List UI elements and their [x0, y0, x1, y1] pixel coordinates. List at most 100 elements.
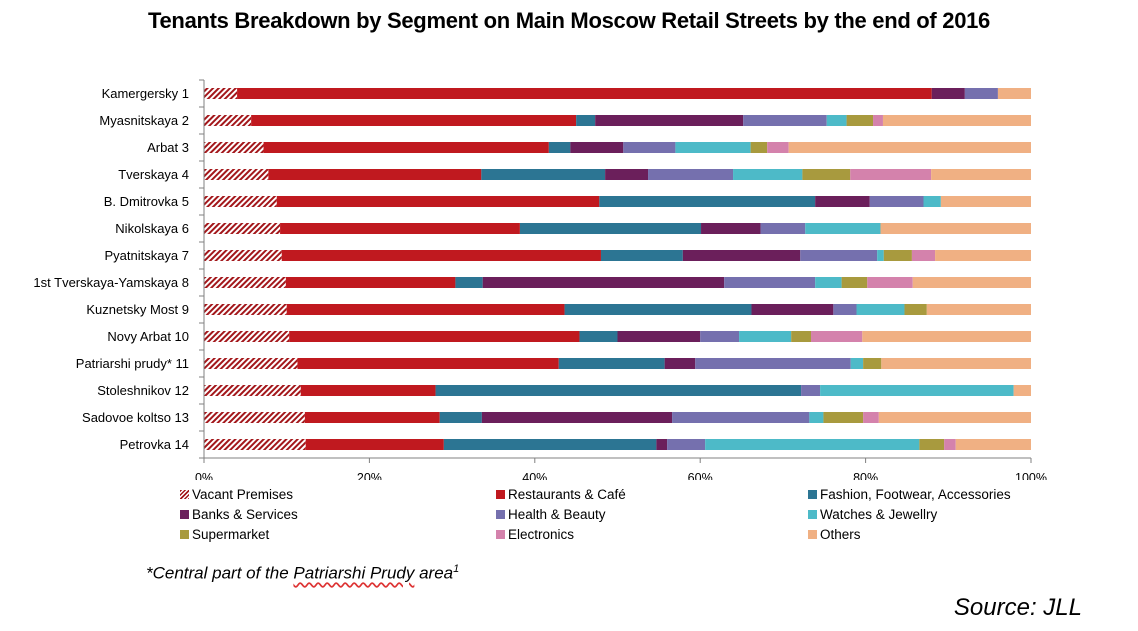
legend-swatch	[808, 530, 817, 539]
category-label-1st-tverskaya-yamskaya-8: 1st Tverskaya-Yamskaya 8	[33, 275, 189, 290]
footnote-suffix: area	[414, 563, 454, 583]
bar-segment-electronics-pyatnitskaya-7	[911, 250, 936, 261]
bar-segment-electronics-novy-arbat-10	[811, 331, 863, 342]
stacked-bar-chart: Kamergersky 1 Myasnitskaya 2 Arbat 3 Tversk…	[33, 79, 1047, 480]
category-label-kuznetsky-most-9: Kuznetsky Most 9	[86, 302, 189, 317]
bar-segment-restaurants-caf-kuznetsky-most-9	[286, 304, 565, 315]
bar-segment-vacant-premises-arbat-3	[204, 142, 264, 153]
category-label-arbat-3: Arbat 3	[147, 140, 189, 155]
legend-label: Health & Beauty	[508, 507, 606, 522]
legend-label: Restaurants & Café	[508, 487, 626, 502]
bar-segment-watches-jewellry-pyatnitskaya-7	[877, 250, 884, 261]
legend-label: Watches & Jewellry	[820, 507, 938, 522]
bar-segment-restaurants-caf-petrovka-14	[305, 439, 444, 450]
bar-segment-vacant-premises-novy-arbat-10	[204, 331, 290, 342]
category-label-stoleshnikov-12: Stoleshnikov 12	[97, 383, 189, 398]
bar-segment-electronics-petrovka-14	[944, 439, 956, 450]
bar-segment-supermarket-arbat-3	[750, 142, 768, 153]
footnote-underlined-text: Patriarshi Prudy	[293, 563, 415, 583]
bar-segment-supermarket-petrovka-14	[919, 439, 945, 450]
bar-segment-health-beauty-1st-tverskaya-yamskaya-8	[724, 277, 816, 288]
x-tick-label: 100%	[1015, 471, 1047, 480]
footnote-prefix: *Central part of the	[146, 563, 294, 583]
bar-segment-vacant-premises-tverskaya-4	[204, 169, 269, 180]
category-label-novy-arbat-10: Novy Arbat 10	[107, 329, 189, 344]
bar-segment-vacant-premises-b-dmitrovka-5	[204, 196, 277, 207]
legend-label: Others	[820, 527, 861, 542]
bar-segment-others-kuznetsky-most-9	[926, 304, 1031, 315]
bar-segment-others-stoleshnikov-12	[1013, 385, 1031, 396]
bar-segment-supermarket-tverskaya-4	[802, 169, 851, 180]
bar-segment-vacant-premises-sadovoe-koltso-13	[204, 412, 305, 423]
bar-segment-electronics-myasnitskaya-2	[873, 115, 883, 126]
bar-segment-banks-services-kuznetsky-most-9	[751, 304, 834, 315]
legend-item-restaurants-caf: Restaurants & Café	[496, 487, 626, 502]
bar-segment-others-tverskaya-4	[931, 169, 1031, 180]
bar-segment-watches-jewellry-arbat-3	[675, 142, 751, 153]
axes-layer: Kamergersky 1 Myasnitskaya 2 Arbat 3 Tversk…	[33, 79, 1047, 480]
bar-segment-health-beauty-arbat-3	[623, 142, 676, 153]
bar-segment-watches-jewellry-kuznetsky-most-9	[856, 304, 905, 315]
bar-segment-others-patriarshi-prudy-11	[881, 358, 1031, 369]
bar-segment-banks-services-pyatnitskaya-7	[682, 250, 801, 261]
x-tick-label: 80%	[853, 471, 878, 480]
bar-segment-supermarket-pyatnitskaya-7	[883, 250, 912, 261]
source-note: Source: JLL	[953, 594, 1082, 621]
bar-segment-restaurants-caf-nikolskaya-6	[280, 223, 520, 234]
bar-segment-supermarket-kuznetsky-most-9	[904, 304, 927, 315]
legend-swatch	[180, 490, 189, 499]
bar-segment-restaurants-caf-stoleshnikov-12	[300, 385, 436, 396]
bar-segment-vacant-premises-kamergersky-1	[204, 88, 238, 99]
bar-segment-fashion-footwear-accessories-arbat-3	[548, 142, 571, 153]
bar-segment-fashion-footwear-accessories-sadovoe-koltso-13	[439, 412, 482, 423]
legend-label: Supermarket	[192, 527, 270, 542]
legend-swatch	[180, 510, 189, 519]
bar-segment-health-beauty-b-dmitrovka-5	[869, 196, 924, 207]
bar-segment-health-beauty-kamergersky-1	[964, 88, 998, 99]
category-label-sadovoe-koltso-13: Sadovoe koltso 13	[82, 410, 189, 425]
bar-segment-restaurants-caf-patriarshi-prudy-11	[297, 358, 559, 369]
bar-segment-restaurants-caf-arbat-3	[263, 142, 549, 153]
bar-segment-vacant-premises-1st-tverskaya-yamskaya-8	[204, 277, 286, 288]
bar-segment-fashion-footwear-accessories-petrovka-14	[443, 439, 657, 450]
bar-segment-fashion-footwear-accessories-pyatnitskaya-7	[600, 250, 683, 261]
bar-segment-others-nikolskaya-6	[880, 223, 1031, 234]
bar-segment-vacant-premises-pyatnitskaya-7	[204, 250, 282, 261]
bar-segment-others-b-dmitrovka-5	[940, 196, 1031, 207]
bar-segment-banks-services-petrovka-14	[656, 439, 668, 450]
category-label-myasnitskaya-2: Myasnitskaya 2	[99, 113, 189, 128]
bar-segment-health-beauty-novy-arbat-10	[700, 331, 740, 342]
bar-segment-health-beauty-nikolskaya-6	[760, 223, 806, 234]
bar-segment-vacant-premises-stoleshnikov-12	[204, 385, 301, 396]
footnote: *Central part of the Patriarshi Prudy ar…	[146, 563, 459, 584]
bar-segment-electronics-sadovoe-koltso-13	[863, 412, 879, 423]
bar-segment-others-kamergersky-1	[997, 88, 1031, 99]
legend-label: Banks & Services	[192, 507, 298, 522]
bar-segment-health-beauty-pyatnitskaya-7	[800, 250, 878, 261]
category-label-patriarshi-prudy-11: Patriarshi prudy* 11	[76, 356, 189, 371]
bar-segment-watches-jewellry-b-dmitrovka-5	[923, 196, 941, 207]
category-label-nikolskaya-6: Nikolskaya 6	[115, 221, 189, 236]
bar-segment-watches-jewellry-stoleshnikov-12	[820, 385, 1014, 396]
bar-segment-fashion-footwear-accessories-1st-tverskaya-yamskaya-8	[455, 277, 483, 288]
legend-item-others: Others	[808, 527, 861, 542]
bar-segment-watches-jewellry-tverskaya-4	[733, 169, 803, 180]
bar-segment-others-novy-arbat-10	[862, 331, 1031, 342]
bar-segment-supermarket-sadovoe-koltso-13	[823, 412, 864, 423]
bar-segment-watches-jewellry-sadovoe-koltso-13	[809, 412, 824, 423]
bar-segment-supermarket-novy-arbat-10	[791, 331, 812, 342]
x-tick-label: 20%	[357, 471, 382, 480]
category-label-pyatnitskaya-7: Pyatnitskaya 7	[104, 248, 189, 263]
bar-segment-others-pyatnitskaya-7	[935, 250, 1031, 261]
bar-segment-others-1st-tverskaya-yamskaya-8	[912, 277, 1031, 288]
bar-segment-banks-services-tverskaya-4	[605, 169, 649, 180]
category-label-b-dmitrovka-5: B. Dmitrovka 5	[104, 194, 189, 209]
bar-segment-others-sadovoe-koltso-13	[878, 412, 1031, 423]
legend-label: Electronics	[508, 527, 575, 542]
bar-segment-banks-services-novy-arbat-10	[617, 331, 701, 342]
bar-segment-electronics-arbat-3	[767, 142, 789, 153]
bar-segment-fashion-footwear-accessories-myasnitskaya-2	[576, 115, 596, 126]
bar-segment-banks-services-patriarshi-prudy-11	[664, 358, 696, 369]
legend-label: Fashion, Footwear, Accessories	[820, 487, 1011, 502]
footnote-mark: 1	[453, 563, 460, 575]
